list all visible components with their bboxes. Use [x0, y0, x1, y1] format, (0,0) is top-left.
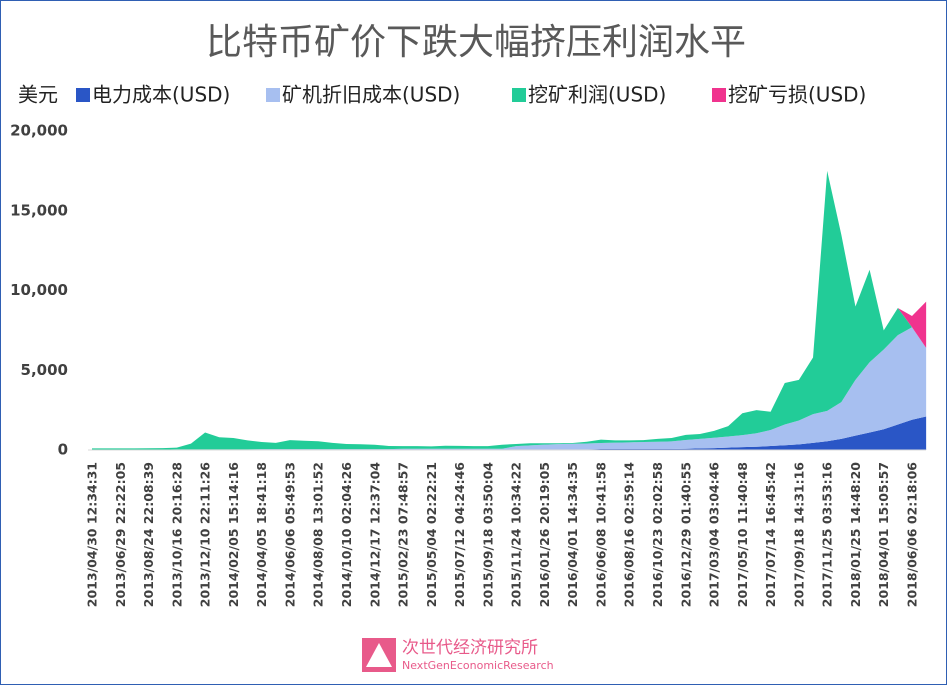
- area: [92, 327, 927, 450]
- watermark: 次世代经济研究所 NextGenEconomicResearch: [362, 638, 554, 672]
- x-tick-label: 2017/03/04 03:04:46: [707, 462, 722, 608]
- x-tick-label: 2016/10/23 02:02:58: [650, 462, 665, 607]
- y-tick-label: 10,000: [10, 281, 68, 299]
- x-tick-label: 2014/02/05 15:14:16: [226, 462, 241, 608]
- x-tick-label: 2017/09/18 14:31:16: [791, 462, 806, 608]
- x-tick-label: 2016/01/26 20:19:05: [537, 462, 552, 607]
- x-tick-label: 2014/08/08 13:01:52: [311, 462, 326, 607]
- x-tick-label: 2015/09/18 03:50:04: [480, 462, 495, 608]
- legend-label: 矿机折旧成本(USD): [282, 83, 460, 107]
- x-tick-label: 2015/11/24 10:34:22: [509, 462, 524, 607]
- legend-swatch: [266, 88, 280, 102]
- x-tick-label: 2016/12/29 01:40:55: [678, 462, 693, 607]
- x-tick-label: 2015/07/12 04:24:46: [452, 462, 467, 608]
- y-tick-label: 5,000: [21, 361, 68, 379]
- x-tick-label: 2014/06/06 05:49:53: [282, 462, 297, 607]
- legend-label: 挖矿利润(USD): [528, 83, 666, 107]
- watermark-icon: [366, 643, 392, 667]
- x-tick-label: 2016/06/08 10:41:58: [593, 462, 608, 607]
- legend-unit: 美元: [18, 83, 58, 107]
- x-tick-label: 2015/05/04 02:22:21: [424, 462, 439, 607]
- x-tick-label: 2014/12/17 12:37:04: [367, 462, 382, 608]
- area: [92, 416, 927, 450]
- legend-label: 挖矿亏损(USD): [728, 83, 866, 107]
- x-tick-label: 2016/04/01 14:34:35: [565, 462, 580, 607]
- x-tick-label: 2017/07/14 16:45:42: [763, 462, 778, 607]
- x-tick-label: 2014/04/05 18:41:18: [254, 462, 269, 607]
- plot: 0 5,000 10,000 15,000 20,000 2013/04/30 12:34…: [10, 122, 927, 608]
- x-tick-label: 2013/10/16 20:16:28: [169, 462, 184, 607]
- x-tick-label: 2017/05/10 11:40:48: [735, 462, 750, 607]
- y-tick-label: 0: [58, 441, 68, 459]
- x-tick-label: 2018/04/01 15:05:57: [876, 462, 891, 607]
- y-tick-label: 15,000: [10, 201, 68, 219]
- x-tick-label: 2013/08/24 22:08:39: [141, 462, 156, 607]
- y-tick-label: 20,000: [10, 122, 68, 140]
- x-tick-label: 2015/02/23 07:48:57: [396, 462, 411, 607]
- x-tick-label: 2017/11/25 03:53:16: [820, 462, 835, 608]
- chart-title: 比特币矿价下跌大幅挤压利润水平: [206, 22, 746, 63]
- x-tick-label: 2013/04/30 12:34:31: [85, 462, 100, 607]
- legend-swatch: [512, 88, 526, 102]
- x-tick-label: 2013/12/10 22:11:26: [198, 462, 213, 608]
- legend: 电力成本(USD) 矿机折旧成本(USD) 挖矿利润(USD) 挖矿亏损(USD): [76, 83, 866, 107]
- x-tick-label: 2013/06/29 22:22:05: [113, 462, 128, 607]
- legend-label: 电力成本(USD): [92, 83, 230, 107]
- x-tick-label: 2018/06/06 02:18:06: [905, 462, 920, 608]
- x-tick-label: 2016/08/16 02:59:14: [622, 462, 637, 608]
- x-tick-label: 2014/10/10 02:04:26: [339, 462, 354, 608]
- legend-swatch: [76, 88, 90, 102]
- watermark-subtitle: NextGenEconomicResearch: [402, 659, 554, 672]
- x-tick-label: 2018/01/25 14:48:20: [848, 462, 863, 608]
- watermark-name: 次世代经济研究所: [402, 638, 538, 658]
- legend-swatch: [712, 88, 726, 102]
